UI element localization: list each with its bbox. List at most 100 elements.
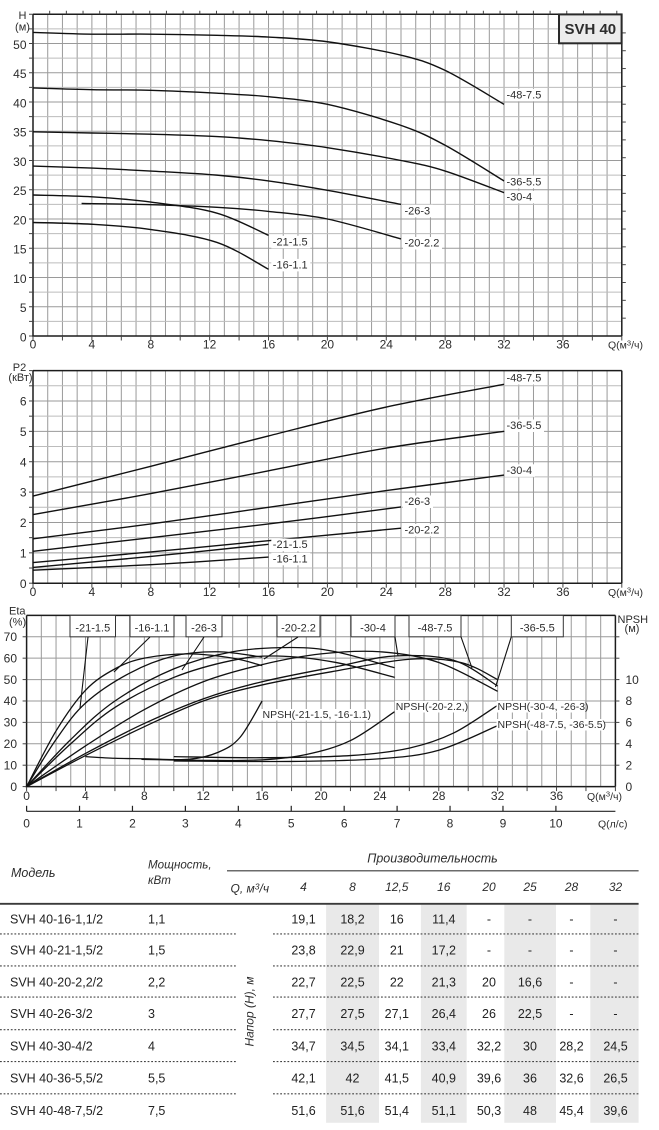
svg-text:0: 0 bbox=[30, 338, 37, 352]
svg-text:20: 20 bbox=[321, 338, 335, 352]
svg-text:15: 15 bbox=[13, 243, 27, 257]
svg-text:SVH 40-16-1,1/2: SVH 40-16-1,1/2 bbox=[10, 913, 103, 927]
svg-text:16: 16 bbox=[255, 789, 269, 803]
svg-text:Модель: Модель bbox=[11, 866, 55, 880]
svg-text:0: 0 bbox=[23, 789, 30, 803]
svg-text:H: H bbox=[19, 10, 27, 22]
svg-text:-: - bbox=[569, 1007, 573, 1021]
svg-text:48: 48 bbox=[523, 1104, 537, 1118]
svg-text:3: 3 bbox=[20, 486, 27, 500]
svg-text:25: 25 bbox=[522, 880, 537, 894]
svg-text:1,1: 1,1 bbox=[148, 913, 165, 927]
svg-text:10: 10 bbox=[4, 758, 18, 772]
svg-text:4: 4 bbox=[148, 1040, 155, 1054]
svg-text:0: 0 bbox=[626, 780, 633, 794]
svg-text:40,9: 40,9 bbox=[432, 1072, 456, 1086]
svg-text:-: - bbox=[487, 944, 491, 958]
svg-text:16: 16 bbox=[390, 913, 404, 927]
svg-text:-: - bbox=[487, 913, 491, 927]
svg-text:28: 28 bbox=[439, 585, 453, 599]
svg-text:51,6: 51,6 bbox=[291, 1104, 315, 1118]
svg-text:24: 24 bbox=[373, 789, 387, 803]
svg-text:39,6: 39,6 bbox=[477, 1072, 501, 1086]
svg-text:-: - bbox=[613, 975, 617, 989]
svg-text:SVH 40-36-5,5/2: SVH 40-36-5,5/2 bbox=[10, 1072, 103, 1086]
svg-text:Q(м3/ч): Q(м3/ч) bbox=[587, 790, 622, 803]
svg-text:5: 5 bbox=[288, 817, 295, 831]
svg-text:70: 70 bbox=[4, 630, 18, 644]
svg-text:50: 50 bbox=[13, 38, 27, 52]
svg-text:26,4: 26,4 bbox=[432, 1007, 456, 1021]
svg-text:-26-3: -26-3 bbox=[405, 496, 431, 508]
svg-text:2: 2 bbox=[20, 516, 27, 530]
svg-text:P2: P2 bbox=[13, 362, 26, 374]
svg-text:-: - bbox=[569, 975, 573, 989]
svg-text:2: 2 bbox=[626, 758, 633, 772]
svg-text:12,5: 12,5 bbox=[385, 880, 409, 894]
svg-text:32: 32 bbox=[497, 338, 511, 352]
svg-text:3: 3 bbox=[148, 1007, 155, 1021]
svg-text:32,2: 32,2 bbox=[477, 1040, 501, 1054]
svg-text:24: 24 bbox=[380, 585, 394, 599]
svg-text:51,6: 51,6 bbox=[340, 1104, 364, 1118]
svg-text:26: 26 bbox=[482, 1007, 496, 1021]
svg-text:3: 3 bbox=[182, 817, 189, 831]
svg-text:-30-4: -30-4 bbox=[360, 623, 386, 635]
svg-text:SVH 40: SVH 40 bbox=[564, 21, 616, 38]
svg-text:20: 20 bbox=[321, 585, 335, 599]
svg-text:-: - bbox=[569, 944, 573, 958]
svg-text:22,5: 22,5 bbox=[518, 1007, 542, 1021]
svg-text:17,2: 17,2 bbox=[432, 944, 456, 958]
svg-text:42: 42 bbox=[346, 1072, 360, 1086]
svg-text:кВт: кВт bbox=[148, 874, 171, 887]
svg-text:50: 50 bbox=[4, 673, 18, 687]
svg-text:24: 24 bbox=[380, 338, 394, 352]
svg-text:4: 4 bbox=[20, 455, 27, 469]
svg-text:45,4: 45,4 bbox=[559, 1104, 583, 1118]
svg-text:35: 35 bbox=[13, 126, 27, 140]
svg-text:Напор (Н), м: Напор (Н), м bbox=[243, 976, 257, 1046]
svg-text:8: 8 bbox=[147, 338, 154, 352]
svg-text:-16-1.1: -16-1.1 bbox=[273, 553, 308, 565]
svg-text:30: 30 bbox=[4, 716, 18, 730]
svg-text:0: 0 bbox=[10, 780, 17, 794]
svg-text:10: 10 bbox=[549, 817, 563, 831]
svg-text:32: 32 bbox=[491, 789, 505, 803]
svg-text:-30-4: -30-4 bbox=[507, 191, 533, 203]
svg-text:22: 22 bbox=[390, 975, 404, 989]
svg-text:11,4: 11,4 bbox=[432, 913, 455, 927]
svg-text:22,7: 22,7 bbox=[291, 975, 315, 989]
svg-text:28,2: 28,2 bbox=[559, 1040, 583, 1054]
svg-text:36: 36 bbox=[556, 585, 570, 599]
svg-text:20: 20 bbox=[482, 975, 496, 989]
svg-text:NPSH(-21-1.5, -16-1.1): NPSH(-21-1.5, -16-1.1) bbox=[263, 709, 372, 721]
svg-text:20: 20 bbox=[481, 880, 496, 894]
svg-text:-36-5.5: -36-5.5 bbox=[507, 176, 542, 188]
svg-text:-36-5.5: -36-5.5 bbox=[507, 420, 542, 432]
svg-text:20: 20 bbox=[13, 213, 27, 227]
svg-text:20: 20 bbox=[314, 789, 328, 803]
svg-text:-: - bbox=[613, 1007, 617, 1021]
svg-text:27,5: 27,5 bbox=[340, 1007, 364, 1021]
svg-text:50,3: 50,3 bbox=[477, 1104, 501, 1118]
svg-text:-26-3: -26-3 bbox=[191, 623, 217, 635]
svg-text:0: 0 bbox=[20, 577, 27, 591]
svg-text:NPSH(-48-7.5, -36-5.5): NPSH(-48-7.5, -36-5.5) bbox=[498, 719, 607, 731]
svg-text:Производительность: Производительность bbox=[367, 851, 497, 865]
svg-text:7: 7 bbox=[394, 817, 401, 831]
svg-text:12: 12 bbox=[203, 338, 217, 352]
svg-text:60: 60 bbox=[4, 651, 18, 665]
svg-text:30: 30 bbox=[523, 1040, 537, 1054]
svg-text:8: 8 bbox=[141, 789, 148, 803]
svg-text:-21-1.5: -21-1.5 bbox=[273, 236, 308, 248]
svg-text:8: 8 bbox=[447, 817, 454, 831]
svg-text:4: 4 bbox=[626, 737, 633, 751]
svg-text:SVH 40-26-3/2: SVH 40-26-3/2 bbox=[10, 1007, 93, 1021]
svg-text:27,1: 27,1 bbox=[385, 1007, 409, 1021]
svg-text:18,2: 18,2 bbox=[340, 913, 364, 927]
svg-text:7,5: 7,5 bbox=[148, 1104, 165, 1118]
svg-text:-21-1.5: -21-1.5 bbox=[75, 623, 110, 635]
svg-text:34,7: 34,7 bbox=[291, 1040, 315, 1054]
svg-text:22,5: 22,5 bbox=[340, 975, 364, 989]
svg-text:SVH 40-21-1,5/2: SVH 40-21-1,5/2 bbox=[10, 944, 103, 958]
